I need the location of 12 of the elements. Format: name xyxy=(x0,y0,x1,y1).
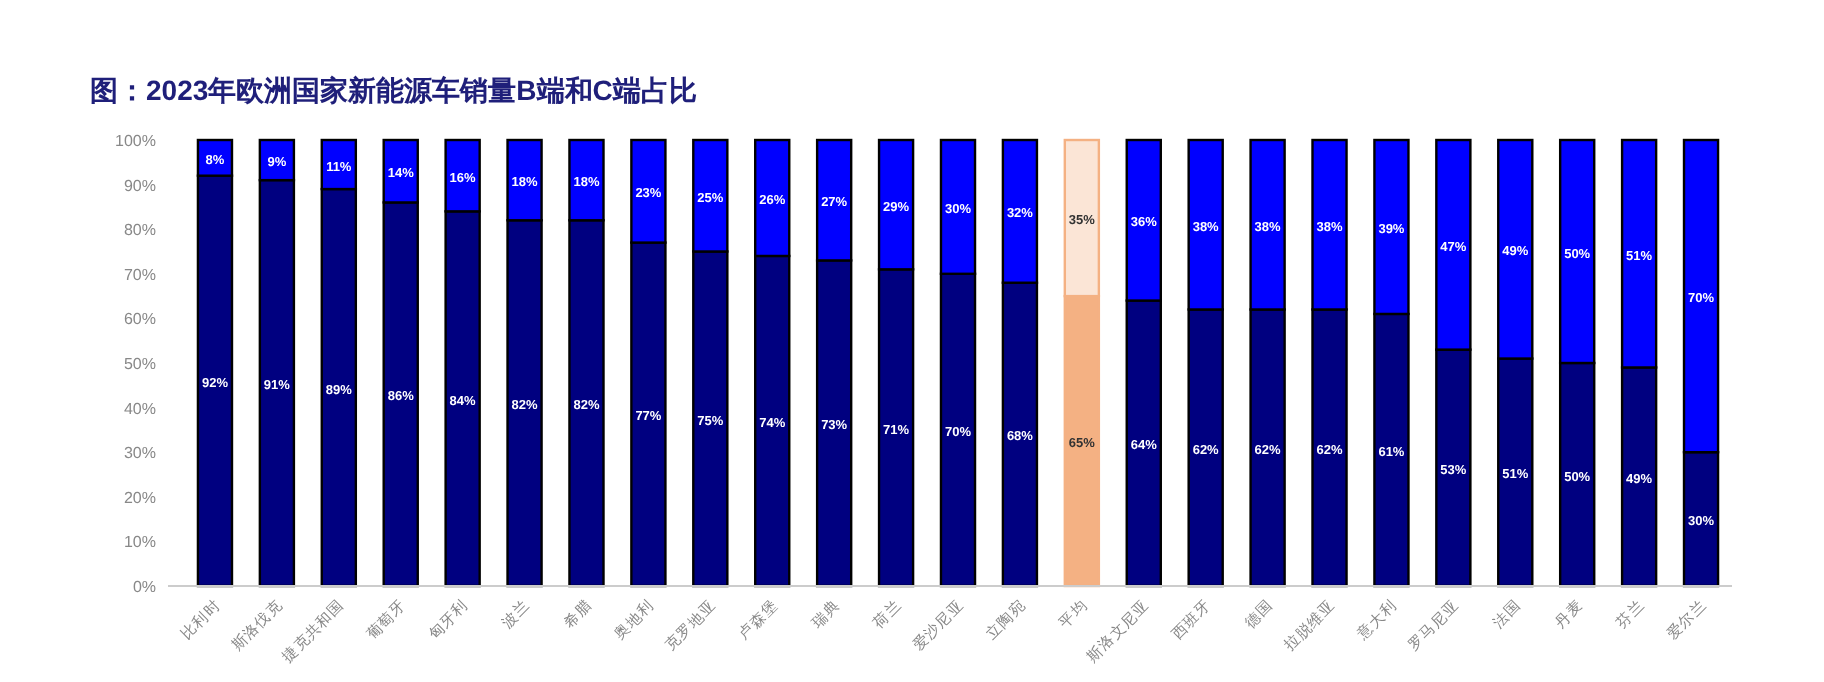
y-tick-label: 20% xyxy=(123,488,156,507)
y-tick-label: 40% xyxy=(123,399,156,418)
y-tick-label: 70% xyxy=(123,265,156,284)
y-tick-label: 60% xyxy=(123,310,156,329)
y-tick-label: 10% xyxy=(123,533,156,552)
title: 图：2023年欧洲国家新能源车销量B端和C端占比 xyxy=(90,74,697,106)
y-tick-label: 0% xyxy=(132,578,156,596)
y-tick-label: 100% xyxy=(115,132,156,150)
y-tick-label: 50% xyxy=(123,355,156,373)
y-tick-label: 30% xyxy=(123,444,156,463)
y-tick-label: 90% xyxy=(123,176,156,195)
y-tick-label: 80% xyxy=(123,221,156,240)
